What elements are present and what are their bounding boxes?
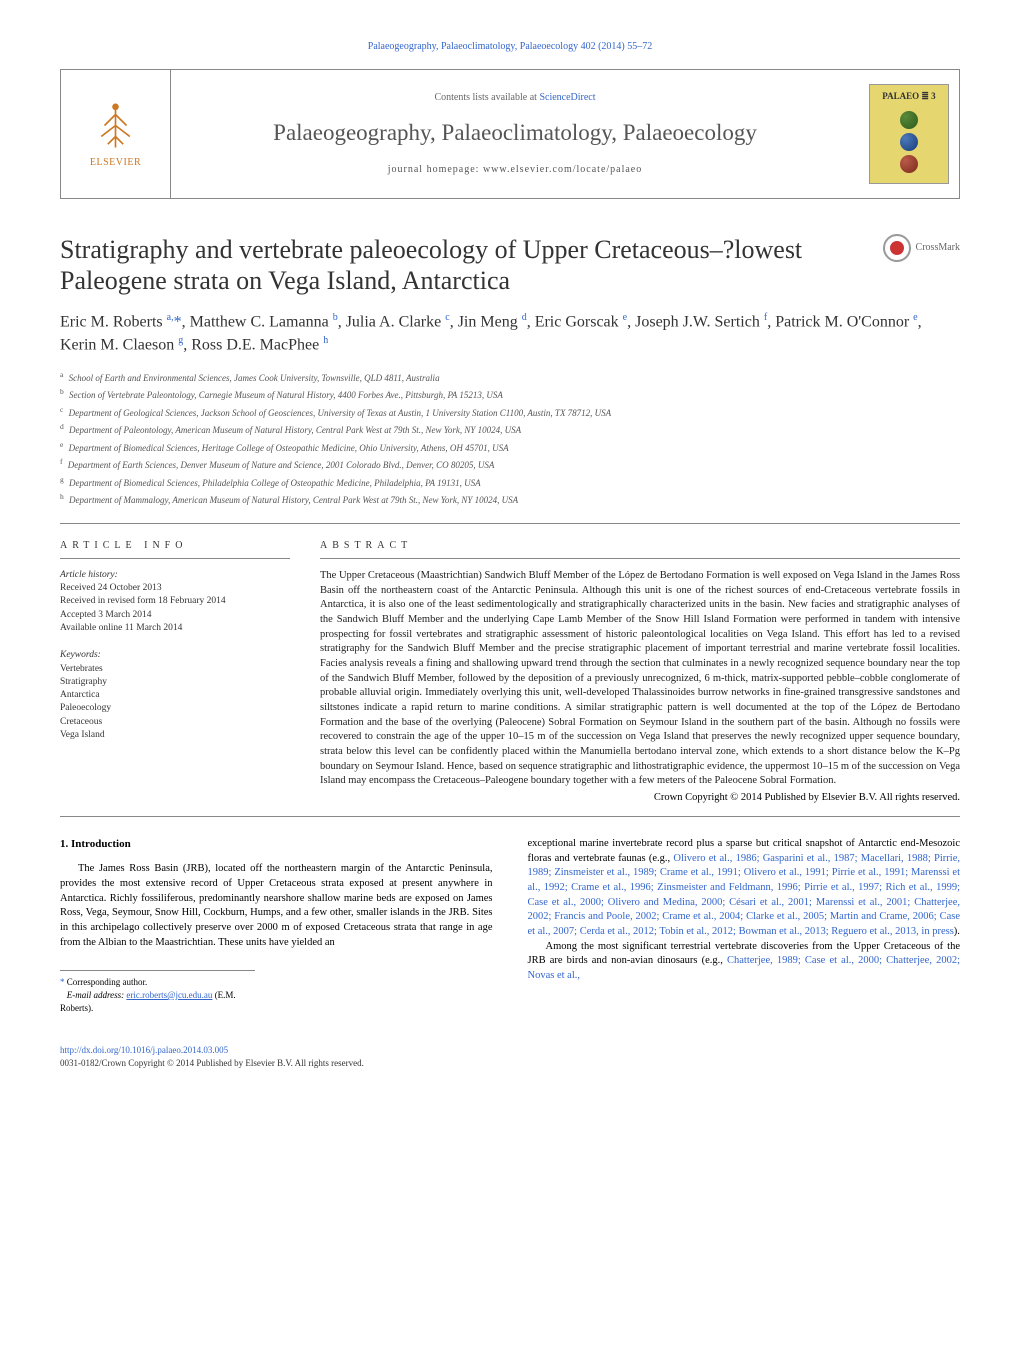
page-footer: http://dx.doi.org/10.1016/j.palaeo.2014.…: [60, 1044, 960, 1069]
affiliation-item: b Section of Vertebrate Paleontology, Ca…: [60, 386, 960, 403]
history-line: Accepted 3 March 2014: [60, 609, 290, 622]
history-line: Available online 11 March 2014: [60, 622, 290, 635]
body-left-column: 1. Introduction The James Ross Basin (JR…: [60, 837, 493, 1014]
right-para1-suffix: ).: [954, 926, 960, 937]
intro-paragraph-right: exceptional marine invertebrate record p…: [528, 837, 961, 984]
affiliation-item: d Department of Paleontology, American M…: [60, 421, 960, 438]
affiliations-list: a School of Earth and Environmental Scie…: [60, 369, 960, 508]
contents-line: Contents lists available at ScienceDirec…: [434, 91, 595, 105]
intro-paragraph-left: The James Ross Basin (JRB), located off …: [60, 862, 493, 950]
keyword-item: Vega Island: [60, 729, 290, 742]
affiliation-item: e Department of Biomedical Sciences, Her…: [60, 439, 960, 456]
contents-prefix: Contents lists available at: [434, 92, 539, 103]
keyword-item: Vertebrates: [60, 663, 290, 676]
crossmark-icon: [883, 234, 911, 262]
keywords-block: Keywords: VertebratesStratigraphyAntarct…: [60, 649, 290, 742]
journal-title: Palaeogeography, Palaeoclimatology, Pala…: [273, 117, 757, 149]
sciencedirect-link[interactable]: ScienceDirect: [539, 92, 595, 103]
abstract-copyright: Crown Copyright © 2014 Published by Else…: [320, 791, 960, 806]
publisher-name: ELSEVIER: [90, 156, 141, 170]
abstract-text: The Upper Cretaceous (Maastrichtian) San…: [320, 569, 960, 789]
journal-cover-cell: PALAEO ≣ 3: [859, 70, 959, 198]
crossmark-badge[interactable]: CrossMark: [883, 234, 960, 262]
section-divider: [60, 523, 960, 524]
affiliation-item: f Department of Earth Sciences, Denver M…: [60, 456, 960, 473]
keyword-item: Paleoecology: [60, 702, 290, 715]
article-info-column: ARTICLE INFO Article history: Received 2…: [60, 539, 290, 806]
star-icon: *: [60, 977, 65, 987]
citation-link[interactable]: Olivero et al., 1986; Gasparini et al., …: [528, 853, 961, 937]
doi-link[interactable]: http://dx.doi.org/10.1016/j.palaeo.2014.…: [60, 1045, 228, 1055]
history-label: Article history:: [60, 569, 290, 582]
body-right-column: exceptional marine invertebrate record p…: [528, 837, 961, 1014]
homepage-label: journal homepage:: [388, 164, 483, 175]
globes-icon: [900, 111, 918, 173]
crossmark-label: CrossMark: [916, 241, 960, 255]
affiliation-item: h Department of Mammalogy, American Muse…: [60, 491, 960, 508]
abstract-heading: ABSTRACT: [320, 539, 960, 559]
publisher-logo-cell: ELSEVIER: [61, 70, 171, 198]
intro-heading: 1. Introduction: [60, 837, 493, 852]
keyword-item: Cretaceous: [60, 716, 290, 729]
keyword-item: Antarctica: [60, 689, 290, 702]
corresponding-email-link[interactable]: eric.roberts@jcu.edu.au: [126, 990, 212, 1000]
article-history: Article history: Received 24 October 201…: [60, 569, 290, 635]
journal-reference: Palaeogeography, Palaeoclimatology, Pala…: [60, 40, 960, 54]
body-columns: 1. Introduction The James Ross Basin (JR…: [60, 837, 960, 1014]
history-line: Received 24 October 2013: [60, 582, 290, 595]
journal-title-cell: Contents lists available at ScienceDirec…: [171, 70, 859, 198]
journal-header-box: ELSEVIER Contents lists available at Sci…: [60, 69, 960, 199]
authors-list: Eric M. Roberts a,*, Matthew C. Lamanna …: [60, 311, 960, 356]
elsevier-tree-icon: [88, 98, 143, 153]
keyword-item: Stratigraphy: [60, 676, 290, 689]
intro-text: The James Ross Basin (JRB), located off …: [60, 862, 493, 950]
affiliation-item: a School of Earth and Environmental Scie…: [60, 369, 960, 386]
corresponding-author-note: * Corresponding author. E-mail address: …: [60, 970, 255, 1014]
affiliation-item: c Department of Geological Sciences, Jac…: [60, 404, 960, 421]
journal-homepage: journal homepage: www.elsevier.com/locat…: [388, 163, 643, 177]
abstract-column: ABSTRACT The Upper Cretaceous (Maastrich…: [320, 539, 960, 806]
article-title: Stratigraphy and vertebrate paleoecology…: [60, 234, 883, 296]
corresponding-label: Corresponding author.: [67, 977, 148, 987]
section-divider: [60, 816, 960, 817]
keywords-label: Keywords:: [60, 649, 290, 662]
article-info-heading: ARTICLE INFO: [60, 539, 290, 559]
affiliation-item: g Department of Biomedical Sciences, Phi…: [60, 474, 960, 491]
homepage-url[interactable]: www.elsevier.com/locate/palaeo: [483, 164, 642, 175]
issn-copyright: 0031-0182/Crown Copyright © 2014 Publish…: [60, 1058, 364, 1068]
info-abstract-row: ARTICLE INFO Article history: Received 2…: [60, 539, 960, 806]
journal-cover-text: PALAEO ≣ 3: [882, 90, 935, 103]
history-line: Received in revised form 18 February 201…: [60, 595, 290, 608]
title-row: Stratigraphy and vertebrate paleoecology…: [60, 234, 960, 296]
journal-cover-icon: PALAEO ≣ 3: [869, 84, 949, 184]
email-label: E-mail address:: [67, 990, 127, 1000]
